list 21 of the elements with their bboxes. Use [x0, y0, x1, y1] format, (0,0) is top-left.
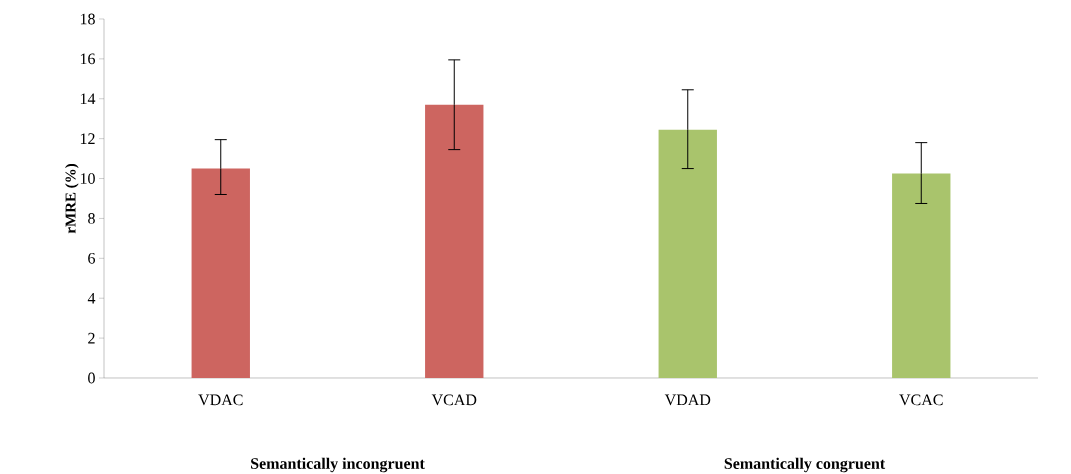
- y-tick-label: 6: [88, 252, 96, 264]
- x-tick-label: VCAC: [899, 394, 943, 406]
- y-tick-label: 16: [80, 53, 96, 65]
- bar: [191, 168, 250, 378]
- y-tick-label: 14: [80, 93, 96, 105]
- y-axis-title: rMRE (%): [65, 163, 79, 234]
- x-tick-label: VDAD: [664, 394, 711, 406]
- x-tick-label: VCAD: [431, 394, 477, 406]
- y-tick-label: 0: [88, 372, 95, 384]
- y-tick-label: 2: [88, 332, 95, 344]
- text: Semantically congruent: [724, 457, 886, 473]
- y-tick-label: 12: [80, 133, 95, 144]
- x-tick-label: VDAC: [198, 394, 243, 406]
- y-tick-label: 4: [87, 292, 96, 304]
- text: Semantically incongruent: [251, 457, 425, 473]
- bar: [892, 173, 951, 378]
- y-tick-label: 18: [80, 13, 95, 25]
- y-tick-label: 8: [88, 213, 95, 224]
- y-tick-label: 10: [80, 173, 95, 184]
- bar: [658, 129, 717, 378]
- bar: [425, 104, 484, 378]
